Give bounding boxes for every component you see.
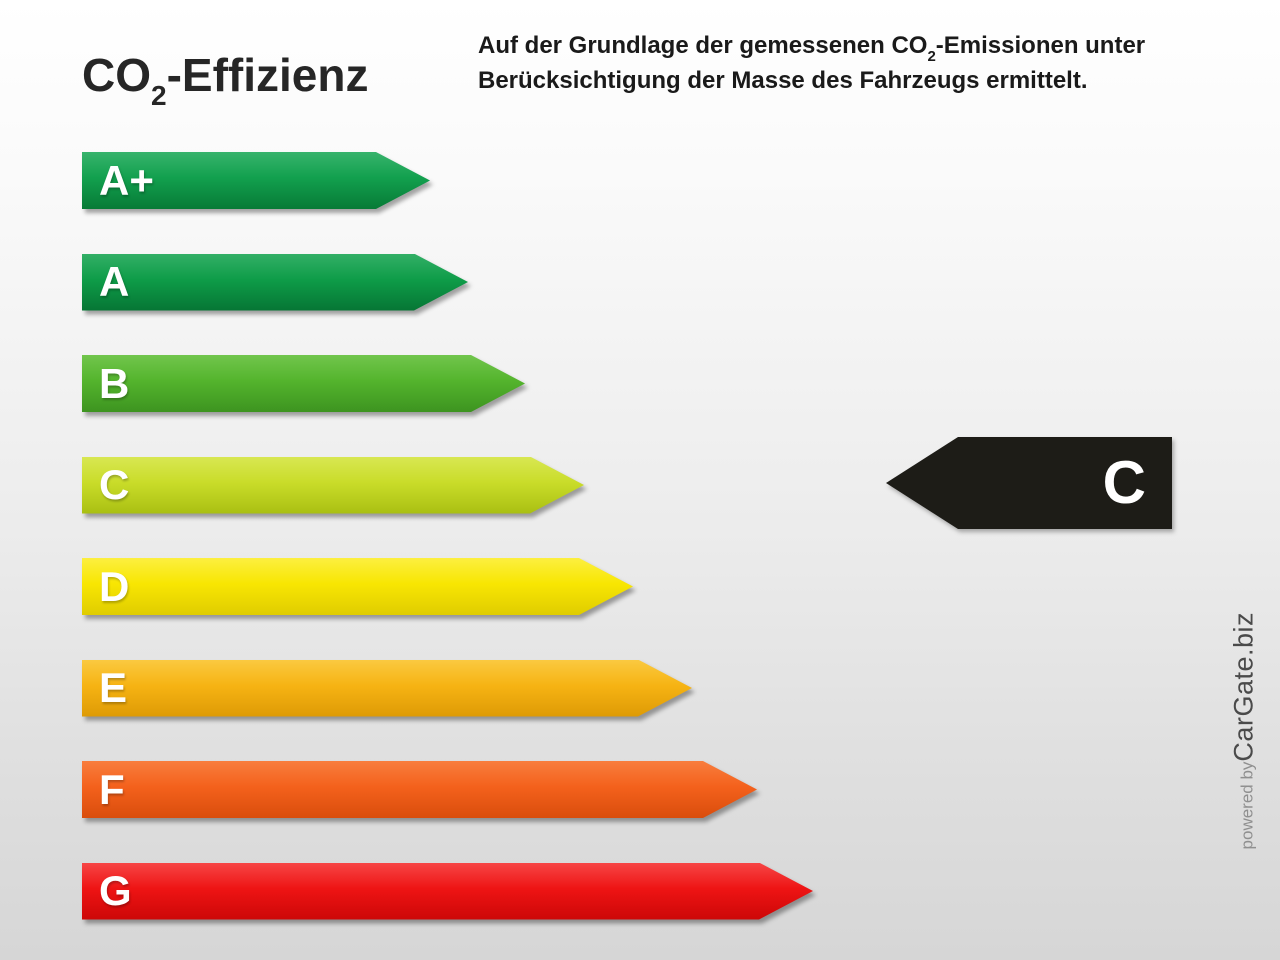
title-subscript: 2 <box>151 80 167 111</box>
powered-by-text: powered by <box>1237 761 1256 850</box>
title-suffix: -Effizienz <box>166 49 369 101</box>
arrow-shape: A <box>82 254 468 311</box>
efficiency-arrow-e: E <box>82 660 692 717</box>
arrow-shape: F <box>82 761 757 818</box>
subtitle-line-1: Auf der Grundlage der gemessenen CO2-Emi… <box>478 32 1146 65</box>
cargate-brand-text: CarGate.biz <box>1228 612 1258 762</box>
subtitle: Auf der Grundlage der gemessenen CO2-Emi… <box>478 28 1145 98</box>
efficiency-arrow-b: B <box>82 355 525 412</box>
page-title: CO2-Effizienz <box>82 48 369 110</box>
subtitle-line-2: Berücksichtigung der Masse des Fahrzeugs… <box>478 67 1088 94</box>
efficiency-arrow-c: C <box>82 457 584 514</box>
efficiency-class-label: E <box>99 664 128 711</box>
efficiency-arrow-a: A <box>82 254 468 311</box>
rating-arrow: C <box>886 437 1172 529</box>
efficiency-class-label: B <box>99 359 130 407</box>
efficiency-class-label: F <box>99 765 125 813</box>
efficiency-arrow-f: F <box>82 761 757 818</box>
efficiency-class-label: A <box>99 258 130 305</box>
arrow-shape: C <box>82 457 584 514</box>
efficiency-class-label: G <box>99 867 132 914</box>
arrow-shape: D <box>82 558 633 615</box>
efficiency-class-label: A+ <box>99 156 154 204</box>
arrow-shape: A+ <box>82 152 430 209</box>
arrow-shape: E <box>82 660 692 717</box>
arrow-shape: G <box>82 863 813 920</box>
efficiency-arrow-g: G <box>82 863 813 920</box>
efficiency-class-label: D <box>99 562 130 610</box>
arrow-shape: B <box>82 355 525 412</box>
efficiency-arrow-d: D <box>82 558 633 615</box>
rating-indicator: C <box>886 437 1172 529</box>
rating-label: C <box>1102 449 1146 516</box>
title-prefix: CO <box>82 49 151 101</box>
efficiency-class-label: C <box>99 461 130 508</box>
efficiency-arrow-aplus: A+ <box>82 152 430 209</box>
watermark: powered by CarGate.biz <box>1228 612 1258 849</box>
